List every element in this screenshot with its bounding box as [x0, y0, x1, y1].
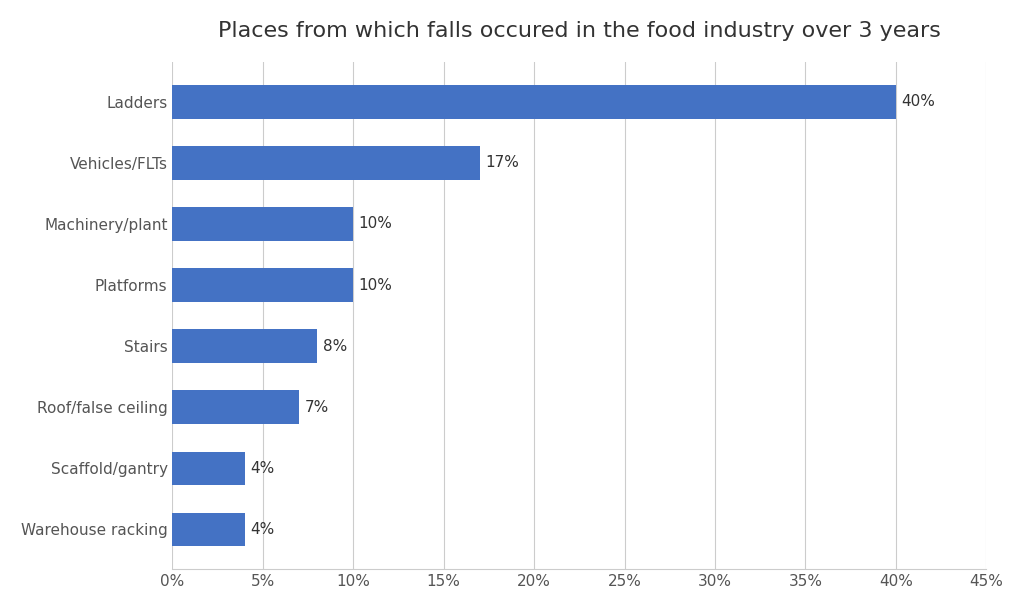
Text: 10%: 10%: [358, 217, 392, 231]
Text: 4%: 4%: [250, 522, 274, 537]
Text: 17%: 17%: [485, 156, 519, 170]
Text: 40%: 40%: [901, 94, 935, 109]
Bar: [172, 85, 896, 118]
Bar: [172, 268, 353, 302]
Title: Places from which falls occured in the food industry over 3 years: Places from which falls occured in the f…: [218, 21, 941, 41]
Text: 8%: 8%: [323, 339, 347, 354]
Bar: [172, 146, 480, 179]
Text: 10%: 10%: [358, 278, 392, 293]
Bar: [172, 451, 245, 485]
Text: 4%: 4%: [250, 461, 274, 476]
Text: 7%: 7%: [304, 400, 329, 415]
Bar: [172, 512, 245, 546]
Bar: [172, 329, 317, 363]
Bar: [172, 390, 299, 424]
Bar: [172, 207, 353, 241]
